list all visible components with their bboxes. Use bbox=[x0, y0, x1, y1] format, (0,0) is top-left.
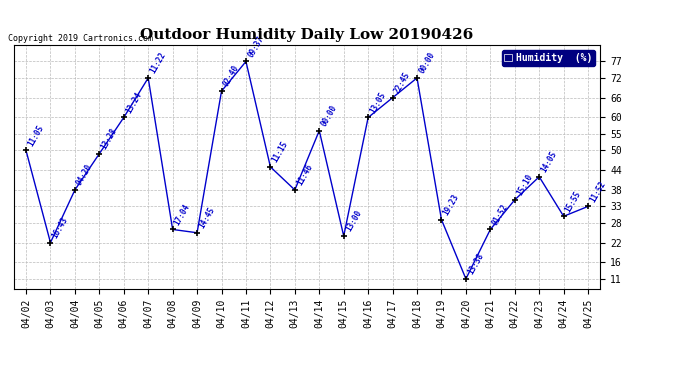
Text: 15:55: 15:55 bbox=[564, 189, 583, 214]
Text: 13:38: 13:38 bbox=[466, 252, 485, 276]
Text: 04:20: 04:20 bbox=[75, 163, 95, 187]
Text: 22:45: 22:45 bbox=[393, 70, 412, 95]
Text: 13:28: 13:28 bbox=[99, 126, 119, 151]
Legend: Humidity  (%): Humidity (%) bbox=[502, 50, 595, 66]
Text: 00:00: 00:00 bbox=[319, 104, 339, 128]
Text: 11:05: 11:05 bbox=[26, 123, 46, 148]
Text: 11:22: 11:22 bbox=[148, 51, 168, 75]
Text: 14:05: 14:05 bbox=[539, 150, 559, 174]
Text: 11:52: 11:52 bbox=[588, 179, 607, 204]
Text: 11:46: 11:46 bbox=[295, 163, 314, 187]
Title: Outdoor Humidity Daily Low 20190426: Outdoor Humidity Daily Low 20190426 bbox=[141, 28, 473, 42]
Text: 13:24: 13:24 bbox=[124, 90, 143, 115]
Text: 13:05: 13:05 bbox=[368, 90, 388, 115]
Text: 01:52: 01:52 bbox=[491, 202, 510, 227]
Text: 15:10: 15:10 bbox=[515, 172, 534, 197]
Text: 19:23: 19:23 bbox=[442, 192, 461, 217]
Text: 14:45: 14:45 bbox=[197, 206, 217, 230]
Text: Copyright 2019 Cartronics.com: Copyright 2019 Cartronics.com bbox=[8, 34, 153, 43]
Text: 00:00: 00:00 bbox=[417, 51, 436, 75]
Text: 11:15: 11:15 bbox=[270, 140, 290, 164]
Text: 17:04: 17:04 bbox=[172, 202, 192, 227]
Text: 16:43: 16:43 bbox=[50, 216, 70, 240]
Text: 13:00: 13:00 bbox=[344, 209, 363, 233]
Text: 09:37: 09:37 bbox=[246, 34, 266, 59]
Text: 02:40: 02:40 bbox=[221, 64, 241, 88]
